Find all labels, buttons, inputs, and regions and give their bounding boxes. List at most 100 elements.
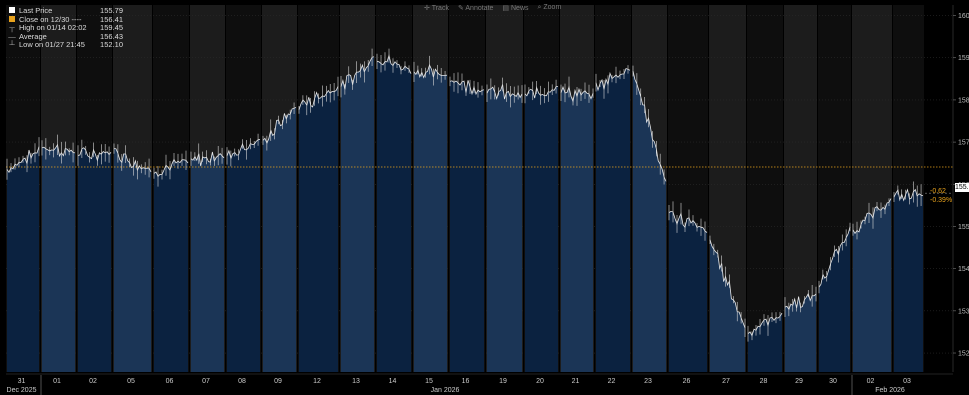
news-button[interactable]: ▤ News bbox=[502, 4, 528, 12]
price-line-segment bbox=[632, 71, 667, 182]
y-tick-label: 154 bbox=[958, 266, 969, 273]
x-tick-label: 16 bbox=[462, 378, 470, 385]
x-tick-label: 12 bbox=[313, 378, 321, 385]
x-tick-label: 03 bbox=[903, 378, 911, 385]
track-button[interactable]: ✛ Track bbox=[424, 4, 449, 12]
price-area-session bbox=[710, 239, 745, 372]
dash-icon: — bbox=[8, 31, 16, 41]
x-tick-label: 27 bbox=[722, 378, 730, 385]
legend-label: Average bbox=[19, 31, 47, 41]
y-tick-label: 153 bbox=[958, 308, 969, 315]
x-tick-label: 30 bbox=[829, 378, 837, 385]
magnifier-icon: ⌕ bbox=[537, 4, 542, 11]
x-tick-label: 01 bbox=[53, 378, 61, 385]
white-square-icon bbox=[8, 7, 16, 16]
legend-low: ┴ Low on 01/27 21:45 152.10 bbox=[8, 41, 123, 50]
x-tick-label: 22 bbox=[608, 378, 616, 385]
price-area-session bbox=[227, 139, 260, 372]
legend-high: ┬ High on 01/14 02:02 159.45 bbox=[8, 24, 123, 33]
price-line-segment bbox=[852, 198, 892, 235]
price-area-session bbox=[487, 84, 522, 372]
price-area-session bbox=[785, 293, 816, 372]
chart-toolbar: ✛ Track ✎ Annotate ▤ News ⌕ Zoom bbox=[424, 4, 561, 12]
price-area-session bbox=[377, 55, 411, 372]
x-tick-label: 13 bbox=[352, 378, 360, 385]
crosshair-icon: ✛ bbox=[424, 5, 430, 12]
change-pct: -0.39% bbox=[930, 197, 953, 204]
legend-value: 152.10 bbox=[100, 40, 123, 50]
legend-label: Last Price bbox=[19, 6, 53, 15]
x-tick-label: 21 bbox=[572, 378, 580, 385]
price-area-session bbox=[596, 68, 630, 372]
price-area-session bbox=[191, 152, 224, 372]
price-line-segment bbox=[709, 239, 746, 328]
y-tick-label: 160 bbox=[958, 13, 969, 20]
news-icon: ▤ bbox=[502, 5, 510, 12]
price-line-segment bbox=[376, 54, 412, 74]
zoom-button[interactable]: ⌕ Zoom bbox=[538, 4, 562, 12]
x-tick-label: 28 bbox=[760, 378, 768, 385]
news-label: News bbox=[511, 5, 529, 12]
price-area-session bbox=[853, 198, 891, 372]
price-line-segment bbox=[41, 143, 76, 158]
legend-label: High on 01/14 02:02 bbox=[19, 23, 87, 33]
price-line-segment bbox=[595, 67, 631, 92]
price-line-segment bbox=[668, 210, 708, 233]
price-area-session bbox=[299, 86, 338, 373]
price-line-segment bbox=[747, 312, 783, 337]
price-area-session bbox=[894, 189, 923, 372]
low-marker-icon: ┴ bbox=[9, 40, 15, 50]
x-tick-label: 07 bbox=[202, 378, 210, 385]
price-area bbox=[7, 55, 923, 373]
reference-line bbox=[6, 166, 953, 194]
price-area-session bbox=[154, 159, 188, 372]
price-line-segment bbox=[413, 64, 448, 79]
legend: Last Price 155.79 Close on 12/30 ---- 15… bbox=[8, 6, 123, 50]
price-area-session bbox=[525, 86, 558, 372]
legend-value: 159.45 bbox=[100, 23, 123, 33]
zoom-label: Zoom bbox=[543, 4, 562, 11]
price-area-session bbox=[42, 144, 75, 372]
price-area-session bbox=[669, 211, 707, 372]
last-price-tag: 155. bbox=[955, 183, 969, 192]
change-abs: -0.62 bbox=[930, 188, 946, 195]
x-tick-label: 09 bbox=[274, 378, 282, 385]
price-line-segment bbox=[524, 85, 559, 99]
x-tick-label: 02 bbox=[89, 378, 97, 385]
orange-square-icon bbox=[8, 15, 16, 25]
x-tick-label: 23 bbox=[644, 378, 652, 385]
price-line-segment bbox=[893, 188, 924, 202]
x-tick-label: 08 bbox=[238, 378, 246, 385]
legend-value: 155.79 bbox=[100, 6, 123, 15]
x-tick-label: 29 bbox=[795, 378, 803, 385]
price-area-session bbox=[341, 56, 374, 372]
price-area-session bbox=[450, 80, 484, 373]
pencil-icon: ✎ bbox=[457, 5, 464, 12]
x-axis: 31 01 02 05 06 07 08 09 12 13 14 15 16 19 20 21 22 23 26 27… bbox=[6, 373, 953, 395]
price-line-segment bbox=[262, 106, 297, 145]
price-line-segment bbox=[449, 80, 485, 96]
x-tick-label: 06 bbox=[166, 378, 174, 385]
x-sublabel: Jan 2026 bbox=[431, 387, 460, 394]
price-line-segment bbox=[153, 158, 189, 178]
y-tick-label: 152 bbox=[958, 351, 969, 358]
price-area-session bbox=[819, 227, 850, 372]
legend-last-price: Last Price 155.79 bbox=[8, 6, 123, 16]
price-area-session bbox=[263, 107, 296, 373]
y-tick-label: 158 bbox=[958, 97, 969, 104]
price-line-segment bbox=[486, 84, 523, 101]
x-sublabel: Dec 2025 bbox=[7, 387, 37, 394]
legend-close: Close on 12/30 ---- 156.41 bbox=[8, 14, 123, 25]
price-area-session bbox=[114, 148, 151, 372]
annotate-button[interactable]: ✎ Annotate bbox=[458, 4, 493, 12]
legend-value: 156.43 bbox=[100, 31, 123, 41]
y-tick-label: 159 bbox=[958, 55, 969, 62]
x-tick-label: 02 bbox=[867, 378, 875, 385]
session-band bbox=[747, 5, 783, 372]
legend-value: 156.41 bbox=[100, 14, 123, 24]
x-tick-label: 20 bbox=[536, 378, 544, 385]
high-marker-icon: ┬ bbox=[9, 23, 15, 33]
annotate-label: Annotate bbox=[465, 5, 494, 12]
price-area-session bbox=[748, 313, 782, 372]
